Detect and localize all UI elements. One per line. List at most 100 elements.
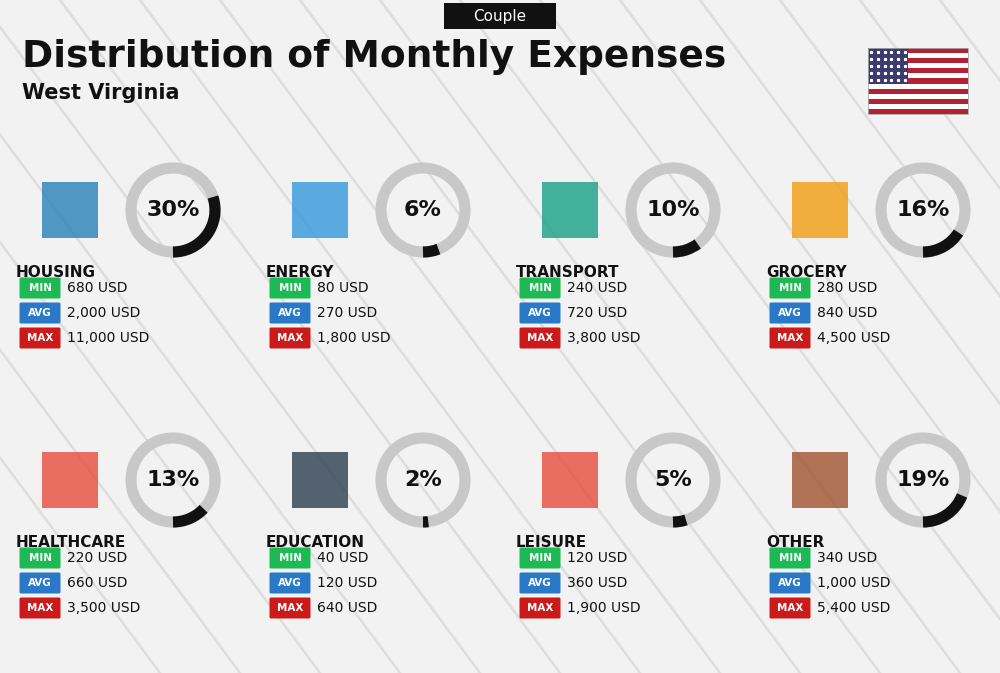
Text: HOUSING: HOUSING [16,265,96,280]
FancyBboxPatch shape [520,548,560,569]
FancyBboxPatch shape [20,302,60,324]
Text: 120 USD: 120 USD [317,576,377,590]
Bar [868,68,968,73]
Bar [868,89,968,94]
Bar [542,182,598,238]
Text: West Virginia: West Virginia [22,83,180,103]
FancyBboxPatch shape [20,328,60,349]
Bar [868,104,968,109]
Text: 340 USD: 340 USD [817,551,877,565]
Text: 3,800 USD: 3,800 USD [567,331,640,345]
FancyBboxPatch shape [770,328,810,349]
FancyBboxPatch shape [520,277,560,299]
Text: 720 USD: 720 USD [567,306,627,320]
Text: AVG: AVG [528,578,552,588]
FancyBboxPatch shape [270,328,310,349]
Text: AVG: AVG [778,308,802,318]
Bar [868,63,968,68]
Bar [868,99,968,104]
FancyBboxPatch shape [770,573,810,594]
FancyBboxPatch shape [520,302,560,324]
Bar [868,53,968,58]
Bar [868,109,968,114]
Text: AVG: AVG [28,308,52,318]
Text: 11,000 USD: 11,000 USD [67,331,149,345]
Text: 240 USD: 240 USD [567,281,627,295]
Text: 3,500 USD: 3,500 USD [67,601,140,615]
Text: AVG: AVG [28,578,52,588]
Bar [868,48,968,53]
Text: MAX: MAX [527,603,553,613]
Bar [868,48,968,114]
Text: MAX: MAX [527,333,553,343]
Bar [868,48,908,83]
Text: 360 USD: 360 USD [567,576,627,590]
Bar [792,182,848,238]
Text: 2%: 2% [404,470,442,490]
Text: MIN: MIN [528,283,552,293]
FancyBboxPatch shape [520,328,560,349]
FancyBboxPatch shape [520,598,560,618]
Text: 16%: 16% [896,200,950,220]
FancyBboxPatch shape [770,598,810,618]
Text: AVG: AVG [278,308,302,318]
Text: MIN: MIN [28,283,52,293]
Text: MAX: MAX [277,333,303,343]
FancyBboxPatch shape [770,548,810,569]
Text: EDUCATION: EDUCATION [266,535,365,550]
Text: MAX: MAX [27,333,53,343]
FancyBboxPatch shape [770,277,810,299]
FancyBboxPatch shape [520,573,560,594]
Bar [542,452,598,508]
Text: 840 USD: 840 USD [817,306,877,320]
Bar [868,73,968,79]
Text: ENERGY: ENERGY [266,265,334,280]
Text: 13%: 13% [146,470,200,490]
Text: 640 USD: 640 USD [317,601,377,615]
Text: OTHER: OTHER [766,535,824,550]
Text: 660 USD: 660 USD [67,576,128,590]
Bar [292,452,348,508]
Text: 10%: 10% [646,200,700,220]
Text: 80 USD: 80 USD [317,281,369,295]
FancyBboxPatch shape [270,573,310,594]
Text: MIN: MIN [528,553,552,563]
FancyBboxPatch shape [444,3,556,29]
FancyBboxPatch shape [770,302,810,324]
Text: Distribution of Monthly Expenses: Distribution of Monthly Expenses [22,39,726,75]
Text: LEISURE: LEISURE [516,535,587,550]
Text: MIN: MIN [28,553,52,563]
Text: 19%: 19% [896,470,950,490]
Bar [42,182,98,238]
Bar [868,79,968,83]
Text: AVG: AVG [778,578,802,588]
Bar [42,452,98,508]
Text: MAX: MAX [777,603,803,613]
Text: 2,000 USD: 2,000 USD [67,306,140,320]
Text: 120 USD: 120 USD [567,551,627,565]
FancyBboxPatch shape [270,598,310,618]
FancyBboxPatch shape [20,598,60,618]
Text: 1,000 USD: 1,000 USD [817,576,891,590]
Bar [868,58,968,63]
Text: MAX: MAX [777,333,803,343]
Text: 220 USD: 220 USD [67,551,127,565]
Text: 6%: 6% [404,200,442,220]
Text: 4,500 USD: 4,500 USD [817,331,890,345]
Text: MIN: MIN [778,553,802,563]
Bar [792,452,848,508]
FancyBboxPatch shape [270,302,310,324]
Text: 1,800 USD: 1,800 USD [317,331,391,345]
Text: AVG: AVG [528,308,552,318]
Text: MIN: MIN [278,283,302,293]
Text: MIN: MIN [278,553,302,563]
Text: 1,900 USD: 1,900 USD [567,601,641,615]
Text: AVG: AVG [278,578,302,588]
Text: 270 USD: 270 USD [317,306,377,320]
Text: MAX: MAX [277,603,303,613]
Text: 5%: 5% [654,470,692,490]
Bar [868,83,968,89]
Text: 280 USD: 280 USD [817,281,877,295]
Text: 5,400 USD: 5,400 USD [817,601,890,615]
Text: TRANSPORT: TRANSPORT [516,265,620,280]
